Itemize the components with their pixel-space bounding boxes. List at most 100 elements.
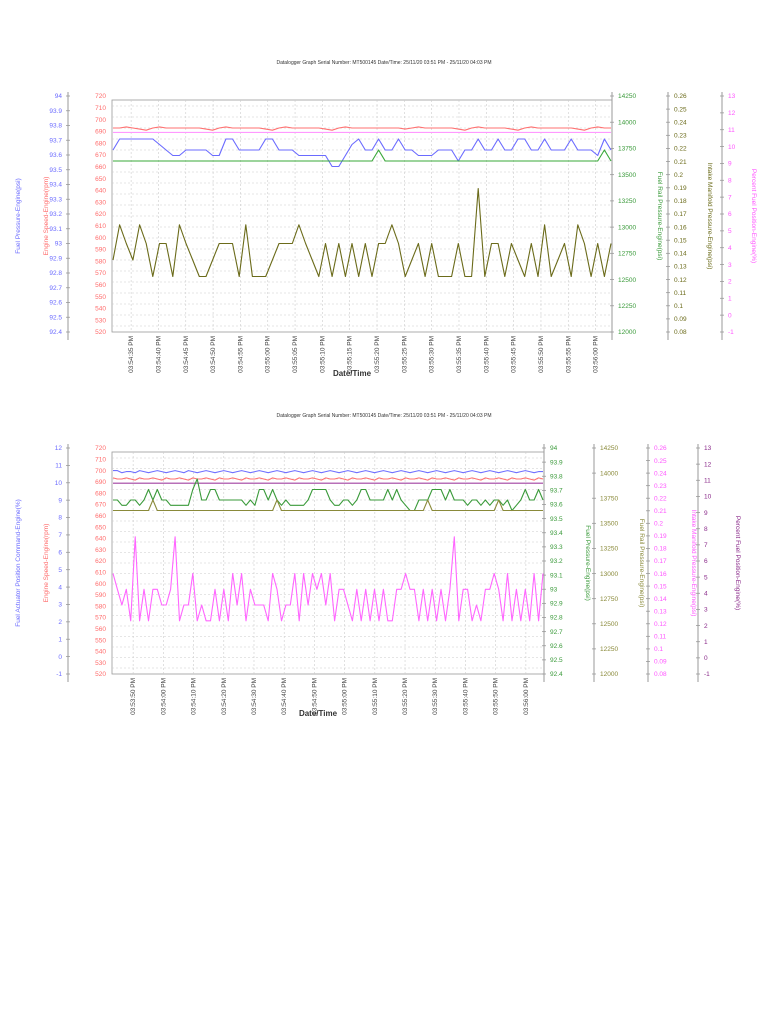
y-tick-label: 92.5 (550, 657, 563, 664)
y-tick-label: 93.6 (550, 502, 563, 509)
y-tick-label: 0.25 (654, 458, 667, 465)
y-tick-label: 13500 (618, 172, 636, 179)
y-tick-label: 0.19 (654, 533, 667, 540)
y-tick-label: 7 (58, 532, 62, 539)
y-tick-label: 0.21 (674, 159, 687, 166)
y-tick-label: 550 (95, 294, 106, 301)
y-tick-label: 0.26 (654, 445, 667, 452)
x-tick-label: 03:55:40 PM (462, 678, 469, 715)
y-tick-label: 560 (95, 626, 106, 633)
y-tick-label: 630 (95, 547, 106, 554)
y-tick-label: 3 (704, 607, 708, 614)
series-line (112, 187, 612, 278)
y-tick-label: 720 (95, 445, 106, 452)
chart-1-title: Datalogger Graph Serial Number: MT500145… (276, 60, 492, 66)
y-tick-label: 7 (704, 542, 708, 549)
y-tick-label: 670 (95, 502, 106, 509)
y-tick-label: 590 (95, 592, 106, 599)
y-tick-label: 0.25 (674, 106, 687, 113)
y-tick-label: 0.14 (674, 251, 687, 258)
y-tick-label: 14250 (618, 93, 636, 100)
y-tick-label: 92.7 (550, 629, 563, 636)
y-tick-label: 92.4 (550, 671, 563, 678)
y-tick-label: 0.08 (654, 671, 667, 678)
y-tick-label: 570 (95, 270, 106, 277)
y-tick-label: 12000 (600, 671, 618, 678)
y-tick-label: 93.1 (49, 226, 62, 233)
y-tick-label: 0.08 (674, 329, 687, 336)
x-tick-label: 03:55:40 PM (483, 336, 490, 373)
y-tick-label: 92.7 (49, 285, 62, 292)
y-tick-label: 12 (728, 110, 736, 117)
x-tick-label: 03:54:20 PM (221, 678, 228, 715)
y-tick-label: 610 (95, 223, 106, 230)
y-tick-label: 93.7 (49, 137, 62, 144)
y-tick-label: 13250 (618, 198, 636, 205)
y-tick-label: 92.4 (49, 329, 62, 336)
x-tick-label: 03:55:00 PM (265, 336, 272, 373)
y-tick-label: 93.6 (49, 152, 62, 159)
y-tick-label: 6 (58, 550, 62, 557)
y-tick-label: 610 (95, 570, 106, 577)
x-tick-label: 03:54:40 PM (155, 336, 162, 373)
y-tick-label: 4 (58, 584, 62, 591)
y-tick-label: 12 (55, 445, 63, 452)
y-tick-label: 93 (550, 586, 558, 593)
y-tick-label: 0.14 (654, 596, 667, 603)
y-tick-label: 0 (704, 655, 708, 662)
x-tick-label: 03:54:35 PM (128, 336, 135, 373)
y-axis-label: Fuel Rail Pressure-Engine(psi) (638, 519, 645, 608)
y-tick-label: 93 (55, 241, 63, 248)
y-tick-label: 4 (728, 245, 732, 252)
y-tick-label: 660 (95, 164, 106, 171)
x-tick-label: 03:54:45 PM (183, 336, 190, 373)
x-tick-label: 03:55:55 PM (565, 336, 572, 373)
series-line (112, 536, 544, 622)
y-tick-label: 0.15 (674, 237, 687, 244)
y-tick-label: 0.11 (654, 634, 667, 641)
y-tick-label: 0.09 (654, 659, 667, 666)
x-tick-label: 03:55:05 PM (292, 336, 299, 373)
y-axis-label: Percent Fuel Position-Engine(%) (750, 169, 757, 263)
y-tick-label: -1 (56, 671, 62, 678)
x-tick-label: 03:55:30 PM (432, 678, 439, 715)
y-tick-label: 12750 (600, 596, 618, 603)
x-tick-label: 03:55:50 PM (538, 336, 545, 373)
y-tick-label: 14250 (600, 445, 618, 452)
y-tick-label: 93.4 (550, 530, 563, 537)
y-tick-label: 0.11 (674, 290, 687, 297)
y-tick-label: 540 (95, 306, 106, 313)
y-tick-label: 1 (58, 636, 62, 643)
y-tick-label: 92.6 (550, 643, 563, 650)
y-tick-label: 92.9 (49, 255, 62, 262)
y-tick-label: 8 (728, 177, 732, 184)
series-line (112, 138, 612, 168)
y-tick-label: 94 (550, 445, 558, 452)
y-tick-label: 2 (58, 619, 62, 626)
y-tick-label: 93.3 (550, 544, 563, 551)
y-tick-label: 700 (95, 117, 106, 124)
y-tick-label: 13750 (600, 495, 618, 502)
y-tick-label: 670 (95, 152, 106, 159)
y-tick-label: 0.23 (674, 133, 687, 140)
y-tick-label: 11 (55, 463, 62, 470)
y-tick-label: 640 (95, 188, 106, 195)
y-tick-label: 690 (95, 479, 106, 486)
series-line (113, 478, 544, 512)
y-tick-label: 0.17 (674, 211, 687, 218)
y-axis-label: Fuel Actuator Position Command-Engine(%) (15, 499, 22, 627)
chart-2-title: Datalogger Graph Serial Number: MT500145… (276, 413, 492, 419)
y-tick-label: 720 (95, 93, 106, 100)
y-tick-label: 10 (728, 144, 736, 151)
y-tick-label: 12 (704, 461, 712, 468)
y-tick-label: 11 (728, 127, 735, 134)
x-tick-label: 03:55:15 PM (347, 336, 354, 373)
y-tick-label: 0.23 (654, 483, 667, 490)
x-tick-label: 03:56:00 PM (523, 678, 530, 715)
y-tick-label: 6 (728, 211, 732, 218)
y-tick-label: 710 (95, 105, 106, 112)
y-tick-label: 530 (95, 660, 106, 667)
y-tick-label: 580 (95, 603, 106, 610)
y-tick-label: 0.12 (654, 621, 667, 628)
y-axis-label: Percent Fuel Position-Engine(%) (734, 516, 741, 610)
